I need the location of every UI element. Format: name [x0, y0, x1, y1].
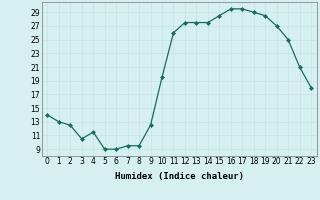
X-axis label: Humidex (Indice chaleur): Humidex (Indice chaleur) — [115, 172, 244, 181]
